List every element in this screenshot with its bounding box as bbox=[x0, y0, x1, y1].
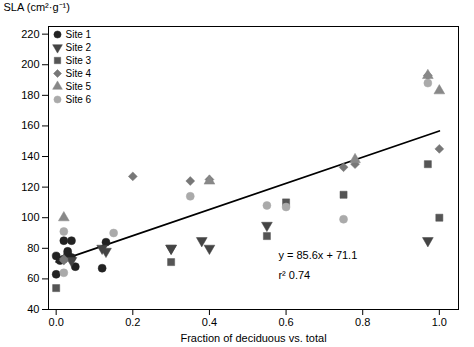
svg-text:Site 6: Site 6 bbox=[66, 94, 92, 105]
svg-text:Site 3: Site 3 bbox=[66, 55, 92, 66]
svg-text:y = 85.6x + 71.1: y = 85.6x + 71.1 bbox=[278, 249, 357, 261]
svg-text:200: 200 bbox=[21, 58, 39, 70]
svg-text:180: 180 bbox=[21, 89, 39, 101]
svg-text:160: 160 bbox=[21, 119, 39, 131]
svg-text:60: 60 bbox=[27, 272, 39, 284]
svg-text:100: 100 bbox=[21, 211, 39, 223]
svg-text:0.0: 0.0 bbox=[49, 316, 64, 328]
svg-text:r² 0.74: r² 0.74 bbox=[278, 269, 310, 281]
svg-text:80: 80 bbox=[27, 242, 39, 254]
svg-text:40: 40 bbox=[27, 303, 39, 315]
svg-text:0.8: 0.8 bbox=[355, 316, 370, 328]
svg-text:Site 4: Site 4 bbox=[66, 68, 92, 79]
svg-text:SLA (cm²·g⁻¹): SLA (cm²·g⁻¹) bbox=[4, 1, 70, 13]
svg-text:0.4: 0.4 bbox=[202, 316, 217, 328]
svg-text:1.0: 1.0 bbox=[432, 316, 447, 328]
svg-text:140: 140 bbox=[21, 150, 39, 162]
svg-text:Fraction of deciduous vs. tota: Fraction of deciduous vs. total bbox=[180, 332, 326, 344]
svg-text:Site 2: Site 2 bbox=[66, 42, 92, 53]
svg-text:120: 120 bbox=[21, 181, 39, 193]
svg-text:0.6: 0.6 bbox=[278, 316, 293, 328]
svg-text:220: 220 bbox=[21, 28, 39, 40]
svg-text:0.2: 0.2 bbox=[125, 316, 140, 328]
svg-text:Site 5: Site 5 bbox=[66, 81, 92, 92]
svg-text:Site 1: Site 1 bbox=[66, 29, 92, 40]
